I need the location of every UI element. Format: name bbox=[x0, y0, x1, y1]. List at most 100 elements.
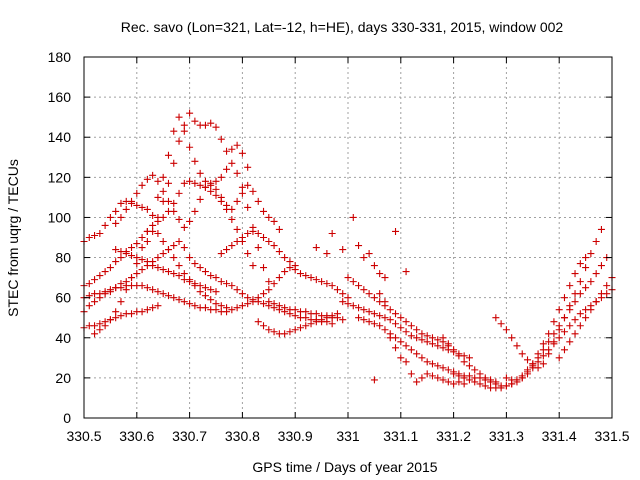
data-point bbox=[85, 280, 93, 288]
data-point bbox=[133, 260, 141, 268]
data-point bbox=[423, 370, 431, 378]
data-point bbox=[254, 229, 262, 237]
data-point bbox=[455, 352, 463, 360]
data-point bbox=[455, 372, 463, 380]
x-tick-label: 331.4 bbox=[542, 428, 577, 444]
data-point bbox=[281, 304, 289, 312]
data-point bbox=[465, 362, 473, 370]
data-point bbox=[106, 264, 114, 272]
data-point bbox=[355, 304, 363, 312]
data-point bbox=[96, 272, 104, 280]
data-point bbox=[207, 272, 215, 280]
data-point bbox=[170, 242, 178, 250]
data-point bbox=[381, 314, 389, 322]
data-point bbox=[291, 306, 299, 314]
data-point bbox=[312, 276, 320, 284]
data-point bbox=[201, 177, 209, 185]
x-tick-label: 331.5 bbox=[594, 428, 629, 444]
data-point bbox=[392, 320, 400, 328]
data-point bbox=[370, 376, 378, 384]
data-point bbox=[270, 242, 278, 250]
data-point bbox=[307, 274, 315, 282]
data-point bbox=[154, 229, 162, 237]
data-point bbox=[582, 264, 590, 272]
data-point bbox=[270, 300, 278, 308]
data-point bbox=[275, 225, 283, 233]
x-tick-label: 330.6 bbox=[119, 428, 154, 444]
data-point bbox=[175, 262, 183, 270]
data-point bbox=[381, 326, 389, 334]
data-point bbox=[323, 312, 331, 320]
data-point bbox=[312, 244, 320, 252]
data-point bbox=[143, 284, 151, 292]
data-point bbox=[597, 262, 605, 270]
x-tick-label: 330.8 bbox=[225, 428, 260, 444]
data-point bbox=[233, 238, 241, 246]
data-point bbox=[476, 370, 484, 378]
data-point bbox=[106, 213, 114, 221]
data-point bbox=[524, 370, 532, 378]
data-point bbox=[212, 306, 220, 314]
data-point bbox=[175, 296, 183, 304]
data-point bbox=[212, 288, 220, 296]
data-point bbox=[265, 238, 273, 246]
y-tick-label: 140 bbox=[48, 129, 72, 145]
data-point bbox=[254, 294, 262, 302]
data-point bbox=[344, 300, 352, 308]
data-point bbox=[244, 163, 252, 171]
data-point bbox=[270, 328, 278, 336]
data-point bbox=[365, 250, 373, 258]
data-point bbox=[138, 256, 146, 264]
data-point bbox=[476, 380, 484, 388]
data-point bbox=[170, 199, 178, 207]
y-tick-label: 100 bbox=[48, 209, 72, 225]
data-point bbox=[138, 203, 146, 211]
data-point bbox=[566, 302, 574, 310]
data-point bbox=[149, 221, 157, 229]
data-point bbox=[164, 268, 172, 276]
data-point bbox=[191, 302, 199, 310]
data-point bbox=[191, 117, 199, 125]
data-point bbox=[154, 302, 162, 310]
data-point bbox=[117, 199, 125, 207]
data-point bbox=[233, 141, 241, 149]
data-point bbox=[175, 238, 183, 246]
data-point bbox=[312, 310, 320, 318]
data-point bbox=[571, 270, 579, 278]
data-point bbox=[96, 229, 104, 237]
data-point bbox=[513, 342, 521, 350]
data-point bbox=[370, 262, 378, 270]
data-point bbox=[159, 266, 167, 274]
data-point bbox=[439, 376, 447, 384]
data-point bbox=[260, 264, 268, 272]
data-point bbox=[407, 322, 415, 330]
data-point bbox=[560, 346, 568, 354]
data-point bbox=[286, 328, 294, 336]
data-point bbox=[365, 308, 373, 316]
data-point bbox=[143, 175, 151, 183]
data-point bbox=[91, 322, 99, 330]
data-point bbox=[212, 185, 220, 193]
data-point bbox=[244, 181, 252, 189]
data-point bbox=[238, 290, 246, 298]
data-point bbox=[265, 213, 273, 221]
data-point bbox=[117, 312, 125, 320]
data-point bbox=[106, 286, 114, 294]
data-point bbox=[164, 151, 172, 159]
data-point bbox=[233, 169, 241, 177]
data-point bbox=[376, 290, 384, 298]
data-point bbox=[244, 300, 252, 308]
data-point bbox=[117, 213, 125, 221]
data-point bbox=[339, 290, 347, 298]
data-point bbox=[143, 238, 151, 246]
data-point bbox=[143, 205, 151, 213]
data-point bbox=[133, 254, 141, 262]
data-point bbox=[175, 113, 183, 121]
data-point bbox=[159, 187, 167, 195]
data-point bbox=[576, 322, 584, 330]
data-point bbox=[265, 326, 273, 334]
data-point bbox=[149, 227, 157, 235]
data-point bbox=[597, 225, 605, 233]
x-tick-label: 331.1 bbox=[383, 428, 418, 444]
